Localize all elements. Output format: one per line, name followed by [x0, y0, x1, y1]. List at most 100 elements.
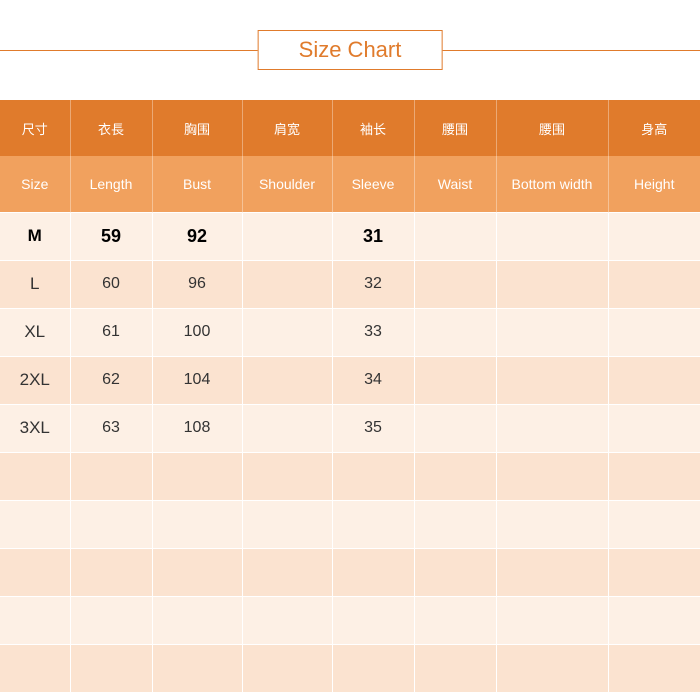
cell-2-1: 61 [70, 308, 152, 356]
table-row: L6096 32 [0, 260, 700, 308]
cell-5-7 [608, 452, 700, 500]
cell-5-3 [242, 452, 332, 500]
table-row [0, 644, 700, 692]
cell-3-1: 62 [70, 356, 152, 404]
cell-2-3 [242, 308, 332, 356]
col-header-en-3: Shoulder [242, 156, 332, 212]
cell-3-7 [608, 356, 700, 404]
cell-0-3 [242, 212, 332, 260]
header-row-cn: 尺寸衣長胸围肩宽袖长腰围腰围身高 [0, 100, 700, 156]
chart-title: Size Chart [258, 30, 443, 70]
title-wrap: Size Chart [0, 25, 700, 75]
cell-3-5 [414, 356, 496, 404]
cell-0-2: 92 [152, 212, 242, 260]
cell-5-5 [414, 452, 496, 500]
cell-5-4 [332, 452, 414, 500]
cell-6-2 [152, 500, 242, 548]
table-row [0, 500, 700, 548]
cell-3-4: 34 [332, 356, 414, 404]
cell-9-5 [414, 644, 496, 692]
cell-8-4 [332, 596, 414, 644]
table-row: 2XL62104 34 [0, 356, 700, 404]
cell-5-2 [152, 452, 242, 500]
col-header-cn-7: 身高 [608, 100, 700, 156]
col-header-cn-2: 胸围 [152, 100, 242, 156]
cell-4-5 [414, 404, 496, 452]
cell-6-1 [70, 500, 152, 548]
cell-3-6 [496, 356, 608, 404]
cell-2-5 [414, 308, 496, 356]
cell-8-3 [242, 596, 332, 644]
cell-2-2: 100 [152, 308, 242, 356]
col-header-en-1: Length [70, 156, 152, 212]
table-row: XL61100 33 [0, 308, 700, 356]
cell-6-7 [608, 500, 700, 548]
cell-5-1 [70, 452, 152, 500]
table-row [0, 452, 700, 500]
cell-1-1: 60 [70, 260, 152, 308]
cell-0-4: 31 [332, 212, 414, 260]
cell-4-2: 108 [152, 404, 242, 452]
cell-1-0: L [0, 260, 70, 308]
cell-6-4 [332, 500, 414, 548]
cell-8-6 [496, 596, 608, 644]
size-chart-container: Size Chart 尺寸衣長胸围肩宽袖长腰围腰围身高 SizeLengthBu… [0, 0, 700, 692]
cell-5-0 [0, 452, 70, 500]
cell-7-3 [242, 548, 332, 596]
cell-7-5 [414, 548, 496, 596]
cell-7-2 [152, 548, 242, 596]
cell-9-3 [242, 644, 332, 692]
cell-9-4 [332, 644, 414, 692]
cell-0-6 [496, 212, 608, 260]
col-header-en-4: Sleeve [332, 156, 414, 212]
cell-2-0: XL [0, 308, 70, 356]
cell-2-7 [608, 308, 700, 356]
cell-4-6 [496, 404, 608, 452]
cell-6-5 [414, 500, 496, 548]
cell-7-1 [70, 548, 152, 596]
table-row: 3XL6310835 [0, 404, 700, 452]
cell-8-1 [70, 596, 152, 644]
cell-3-0: 2XL [0, 356, 70, 404]
cell-2-4: 33 [332, 308, 414, 356]
cell-9-7 [608, 644, 700, 692]
cell-1-2: 96 [152, 260, 242, 308]
cell-6-6 [496, 500, 608, 548]
cell-0-5 [414, 212, 496, 260]
col-header-cn-1: 衣長 [70, 100, 152, 156]
cell-8-0 [0, 596, 70, 644]
cell-4-3 [242, 404, 332, 452]
cell-8-2 [152, 596, 242, 644]
cell-1-4: 32 [332, 260, 414, 308]
cell-2-6 [496, 308, 608, 356]
cell-4-1: 63 [70, 404, 152, 452]
cell-6-0 [0, 500, 70, 548]
col-header-en-0: Size [0, 156, 70, 212]
col-header-cn-6: 腰围 [496, 100, 608, 156]
cell-8-5 [414, 596, 496, 644]
cell-3-2: 104 [152, 356, 242, 404]
col-header-cn-0: 尺寸 [0, 100, 70, 156]
cell-9-0 [0, 644, 70, 692]
cell-4-4: 35 [332, 404, 414, 452]
col-header-cn-3: 肩宽 [242, 100, 332, 156]
cell-7-6 [496, 548, 608, 596]
cell-0-1: 59 [70, 212, 152, 260]
col-header-en-6: Bottom width [496, 156, 608, 212]
col-header-cn-4: 袖长 [332, 100, 414, 156]
cell-1-5 [414, 260, 496, 308]
cell-1-7 [608, 260, 700, 308]
cell-7-0 [0, 548, 70, 596]
cell-8-7 [608, 596, 700, 644]
cell-3-3 [242, 356, 332, 404]
cell-1-6 [496, 260, 608, 308]
col-header-en-2: Bust [152, 156, 242, 212]
header-row-en: SizeLengthBustShoulderSleeveWaistBottom … [0, 156, 700, 212]
cell-0-7 [608, 212, 700, 260]
table-row: M599231 [0, 212, 700, 260]
cell-6-3 [242, 500, 332, 548]
table-row [0, 596, 700, 644]
cell-1-3 [242, 260, 332, 308]
cell-4-7 [608, 404, 700, 452]
cell-9-2 [152, 644, 242, 692]
